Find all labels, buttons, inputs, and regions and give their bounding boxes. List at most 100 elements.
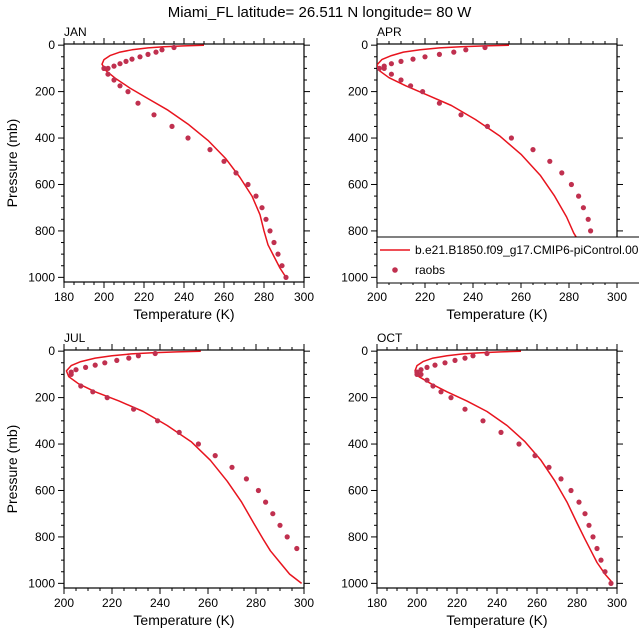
x-tick-label: 240 [463,290,483,304]
y-tick-label: 600 [35,177,55,191]
raobs-point [101,65,107,71]
raobs-point [263,216,269,222]
legend-model-label: b.e21.B1850.f09_g17.CMIP6-piControl.00 [415,243,639,257]
y-tick-label: 1000 [28,270,55,284]
raobs-point [585,216,591,222]
raobs-point [451,49,457,55]
raobs-point [398,58,404,64]
raobs-point [90,389,96,395]
plot-frame [63,349,305,589]
raobs-point [590,534,596,540]
raobs-point [92,362,98,368]
raobs-point [381,65,387,71]
figure-title: Miami_FL latitude= 26.511 N longitude= 8… [168,4,472,21]
raobs-point [245,181,251,188]
raobs-point [176,429,182,435]
legend-obs-label: raobs [415,263,445,277]
x-tick-label: 200 [94,290,114,304]
raobs-point [594,545,600,552]
y-tick-label: 800 [35,530,55,544]
y-tick-label: 0 [361,38,368,52]
raobs-point [484,123,490,129]
raobs-point [580,205,587,211]
y-tick-label: 400 [35,437,55,451]
y-tick-label: 600 [348,483,368,497]
y-tick-label: 0 [48,38,55,52]
x-tick-label: 280 [246,596,266,610]
y-tick-label: 600 [348,177,368,191]
panels: 180 200 220 240 260 280 300 0 200 400 600 800 1000 JA… [4,25,639,628]
raobs-point [484,350,490,357]
x-tick-label: 280 [559,290,579,304]
raobs-point [229,464,235,470]
raobs-point [135,100,141,106]
raobs-point [104,395,110,401]
raobs-point [582,511,588,517]
raobs-point [388,61,394,67]
raobs-point [171,44,177,51]
raobs-point [408,83,414,89]
x-tick-label: 280 [567,596,587,610]
y-tick-label: 0 [361,344,368,358]
model-series-line [377,44,604,278]
raobs-point [608,580,614,587]
raobs-point [153,49,159,55]
raobs-point [436,51,442,58]
x-tick-label: 240 [174,290,194,304]
y-tick-label: 400 [348,437,368,451]
raobs-point [255,487,261,494]
raobs-point [145,51,151,58]
raobs-point [598,557,604,563]
x-tick-label: 260 [511,290,531,304]
raobs-point [111,63,117,69]
raobs-point [117,83,123,89]
raobs-point [83,364,89,370]
x-axis-label: Temperature (K) [446,306,547,322]
raobs-point [169,123,175,129]
raobs-point [422,54,428,60]
raobs-point [207,147,213,153]
raobs-point [263,499,269,505]
y-tick-label: 200 [348,85,368,99]
panel-label: JAN [64,25,87,39]
raobs-point [126,355,132,361]
x-axis-label: Temperature (K) [133,612,234,628]
x-tick-label: 300 [607,596,627,610]
raobs-point [532,453,538,459]
plot-area [414,350,614,587]
raobs-point [137,54,143,60]
x-axis-label: Temperature (K) [133,306,234,322]
raobs-point [221,158,227,164]
raobs-point [185,135,191,141]
y-tick-label: 200 [348,391,368,405]
raobs-point [398,77,404,83]
panel-jul: 200 220 240 260 280 300 0 200 400 600 800 1000 JUL Te… [4,331,314,628]
model-series-line [65,350,303,584]
y-tick-label: 800 [348,224,368,238]
y-tick-label: 400 [35,131,55,145]
raobs-point [73,367,79,373]
x-tick-label: 260 [527,596,547,610]
raobs-point [436,100,442,106]
raobs-point [152,350,158,357]
raobs-point [277,522,283,528]
plot-frame [376,349,618,589]
raobs-point [576,193,582,199]
panel-label: JUL [64,331,86,345]
x-tick-label: 300 [294,596,314,610]
y-tick-label: 200 [35,391,55,405]
legend-background [377,237,639,283]
y-tick-label: 800 [35,224,55,238]
x-tick-label: 240 [150,596,170,610]
raobs-point [559,170,565,176]
raobs-point [123,58,129,64]
plot-area [101,44,289,280]
raobs-point [294,545,300,552]
model-series-line [101,44,287,278]
raobs-point [424,364,430,370]
raobs-point [470,353,476,359]
y-axis-label: Pressure (mb) [4,119,20,208]
raobs-point [482,44,488,51]
x-tick-label: 200 [54,596,74,610]
x-tick-label: 220 [102,596,122,610]
